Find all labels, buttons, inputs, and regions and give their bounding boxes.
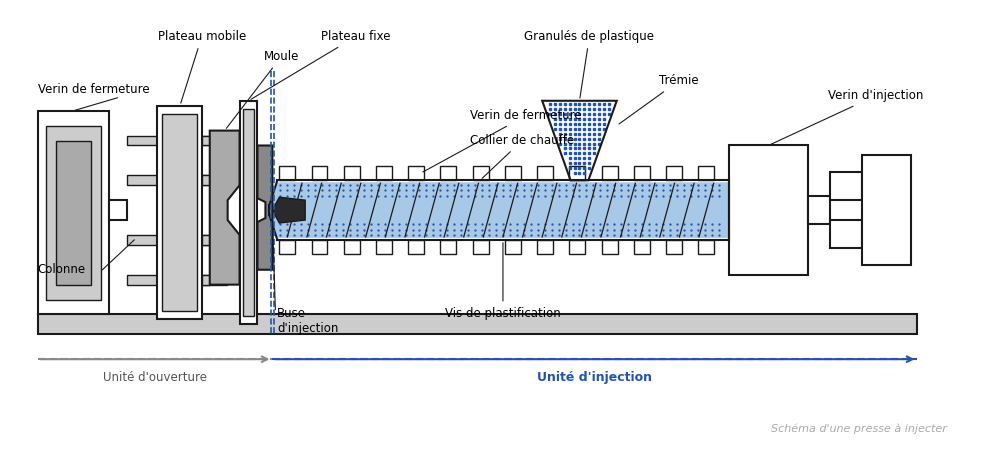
- Bar: [128, 275, 227, 284]
- Text: Plateau fixe: Plateau fixe: [250, 30, 391, 99]
- Bar: [602, 240, 618, 254]
- Bar: [38, 314, 918, 334]
- Bar: [376, 240, 392, 254]
- Bar: [55, 140, 91, 284]
- Bar: [128, 135, 227, 145]
- Bar: [240, 101, 257, 324]
- Bar: [162, 114, 197, 312]
- Bar: [408, 240, 424, 254]
- Bar: [128, 235, 227, 245]
- Bar: [441, 240, 456, 254]
- Bar: [729, 145, 808, 275]
- Bar: [830, 172, 861, 200]
- Bar: [344, 240, 359, 254]
- Text: Vis de plastification: Vis de plastification: [446, 243, 560, 319]
- Bar: [38, 111, 109, 314]
- Bar: [861, 155, 912, 265]
- Bar: [376, 166, 392, 180]
- Bar: [505, 166, 521, 180]
- Bar: [602, 166, 618, 180]
- Bar: [109, 200, 128, 220]
- Text: Unité d'ouverture: Unité d'ouverture: [103, 371, 207, 384]
- Bar: [698, 240, 714, 254]
- Bar: [202, 175, 210, 185]
- Bar: [202, 235, 210, 245]
- Bar: [666, 166, 682, 180]
- Bar: [202, 135, 210, 145]
- Bar: [243, 109, 254, 317]
- Bar: [634, 240, 649, 254]
- Bar: [538, 240, 553, 254]
- Bar: [202, 275, 210, 284]
- Polygon shape: [257, 145, 272, 270]
- Bar: [279, 166, 295, 180]
- Bar: [666, 240, 682, 254]
- Text: Verin de fermeture: Verin de fermeture: [423, 109, 582, 172]
- Text: Schéma d'une presse à injecter: Schéma d'une presse à injecter: [771, 423, 947, 434]
- Bar: [312, 166, 328, 180]
- Bar: [312, 240, 328, 254]
- Text: Plateau mobile: Plateau mobile: [157, 30, 246, 103]
- Bar: [808, 196, 830, 224]
- Bar: [698, 166, 714, 180]
- Bar: [46, 125, 101, 299]
- Bar: [569, 240, 585, 254]
- Bar: [279, 240, 295, 254]
- Bar: [505, 240, 521, 254]
- Bar: [408, 166, 424, 180]
- Polygon shape: [269, 182, 729, 238]
- Text: Trémie: Trémie: [619, 74, 699, 124]
- Bar: [472, 240, 489, 254]
- Text: Moule: Moule: [227, 50, 299, 128]
- Bar: [634, 166, 649, 180]
- Bar: [441, 166, 456, 180]
- Bar: [569, 166, 585, 180]
- Text: Unité d'injection: Unité d'injection: [537, 371, 651, 384]
- Text: Colonne: Colonne: [38, 263, 86, 276]
- Polygon shape: [210, 130, 240, 284]
- Polygon shape: [272, 197, 305, 223]
- Text: Granulés de plastique: Granulés de plastique: [525, 30, 654, 98]
- Bar: [157, 106, 202, 319]
- Text: Verin de fermeture: Verin de fermeture: [38, 83, 149, 96]
- Bar: [538, 166, 553, 180]
- Bar: [344, 166, 359, 180]
- Text: Buse
d'injection: Buse d'injection: [277, 307, 339, 334]
- Text: Collier de chauffe: Collier de chauffe: [470, 134, 574, 178]
- Bar: [472, 166, 489, 180]
- Text: Verin d'injection: Verin d'injection: [771, 89, 924, 145]
- Bar: [830, 220, 861, 248]
- Bar: [128, 175, 227, 185]
